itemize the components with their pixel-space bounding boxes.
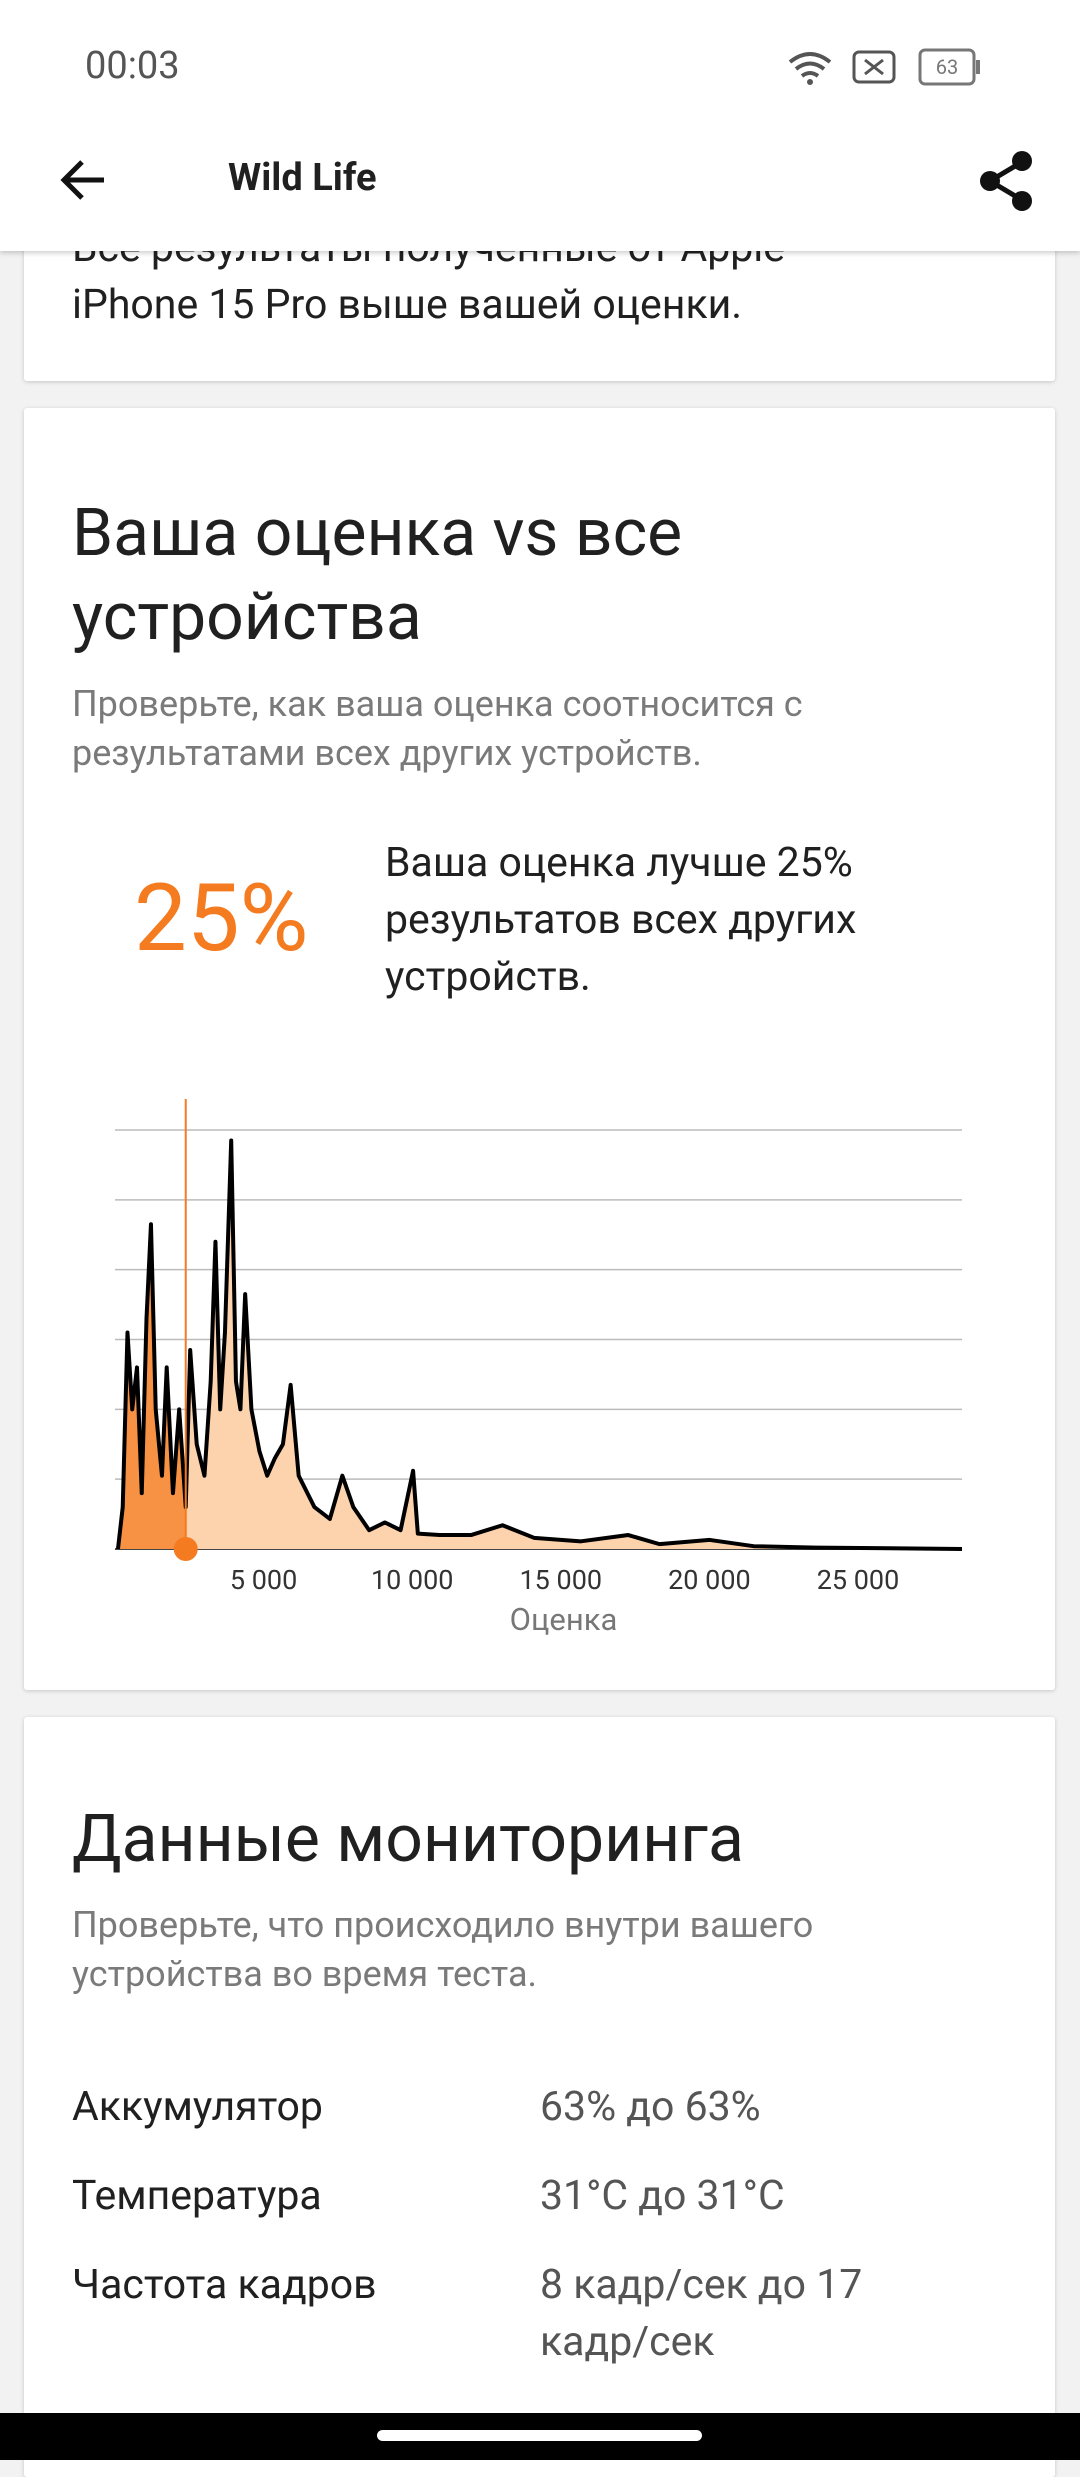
monitoring-row: Частота кадров 8 кадр/сек до 17 кадр/сек (72, 2257, 1032, 2371)
row-value: 8 кадр/сек до 17 кадр/сек (540, 2261, 863, 2366)
share-button[interactable] (976, 148, 1038, 214)
status-icons: 63 (788, 48, 980, 86)
percentile: 25% (134, 863, 309, 973)
row-value: 63% до 63% (540, 2083, 761, 2131)
nav-bar (0, 2413, 1080, 2460)
card-text: iPhone 15 Pro выше вашей оценки. (72, 281, 743, 329)
monitoring-card: Данные мониторинга Проверьте, что происх… (24, 1717, 1055, 2477)
card-title: Данные мониторинга (72, 1801, 744, 1878)
app-title: Wild Life (228, 156, 377, 200)
area-highlight (117, 1224, 186, 1549)
x-tick-label: 15 000 (520, 1564, 603, 1596)
row-value: 31°C до 31°C (540, 2172, 785, 2220)
score-marker (173, 1537, 198, 1561)
monitoring-row: Аккумулятор 63% до 63% (72, 2079, 1032, 2136)
card-subtitle: Проверьте, что происходило внутри вашего… (72, 1904, 814, 1995)
status-time: 00:03 (85, 44, 180, 88)
x-tick-label: 25 000 (817, 1564, 900, 1596)
monitoring-rows: Аккумулятор 63% до 63% Температура 31°C до … (72, 2079, 1032, 2403)
area (117, 1140, 963, 1549)
battery-level: 63 (936, 55, 958, 79)
x-tick-label: 10 000 (371, 1564, 454, 1596)
line (115, 1138, 963, 1551)
row-label: Аккумулятор (72, 2083, 323, 2131)
percentile-description: Ваша оценка лучше 25% результатов всех д… (385, 839, 857, 1001)
x-tick-label: 5 000 (230, 1564, 297, 1596)
x-tick-label: 20 000 (668, 1564, 751, 1596)
card-subtitle: Проверьте, как ваша оценка соотносится с… (72, 683, 803, 774)
header: 00:03 63 Wild Life (0, 0, 1080, 251)
card-title: Ваша оценка vs все устройства (72, 495, 683, 656)
x-axis-label: Оценка (510, 1601, 618, 1638)
row-label: Частота кадров (72, 2261, 377, 2309)
monitoring-row: Температура 31°C до 31°C (72, 2168, 1032, 2225)
home-indicator[interactable] (377, 2430, 702, 2441)
back-button[interactable] (56, 152, 112, 208)
row-label: Температура (72, 2172, 322, 2220)
